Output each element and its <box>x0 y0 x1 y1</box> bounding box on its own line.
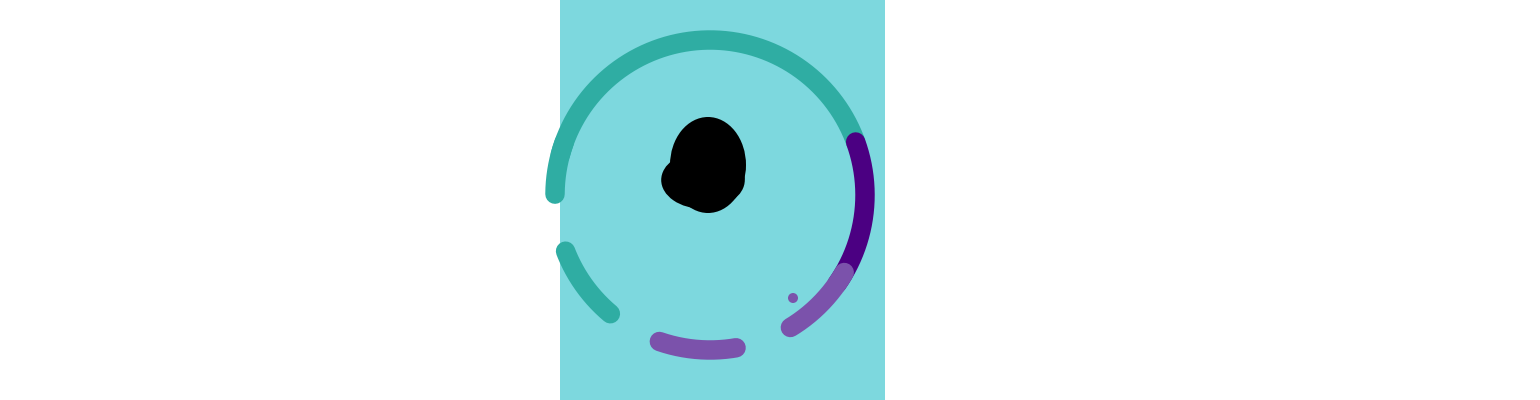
Bar <box>561 0 885 400</box>
Ellipse shape <box>670 117 745 213</box>
Ellipse shape <box>788 293 798 303</box>
Ellipse shape <box>661 151 745 209</box>
